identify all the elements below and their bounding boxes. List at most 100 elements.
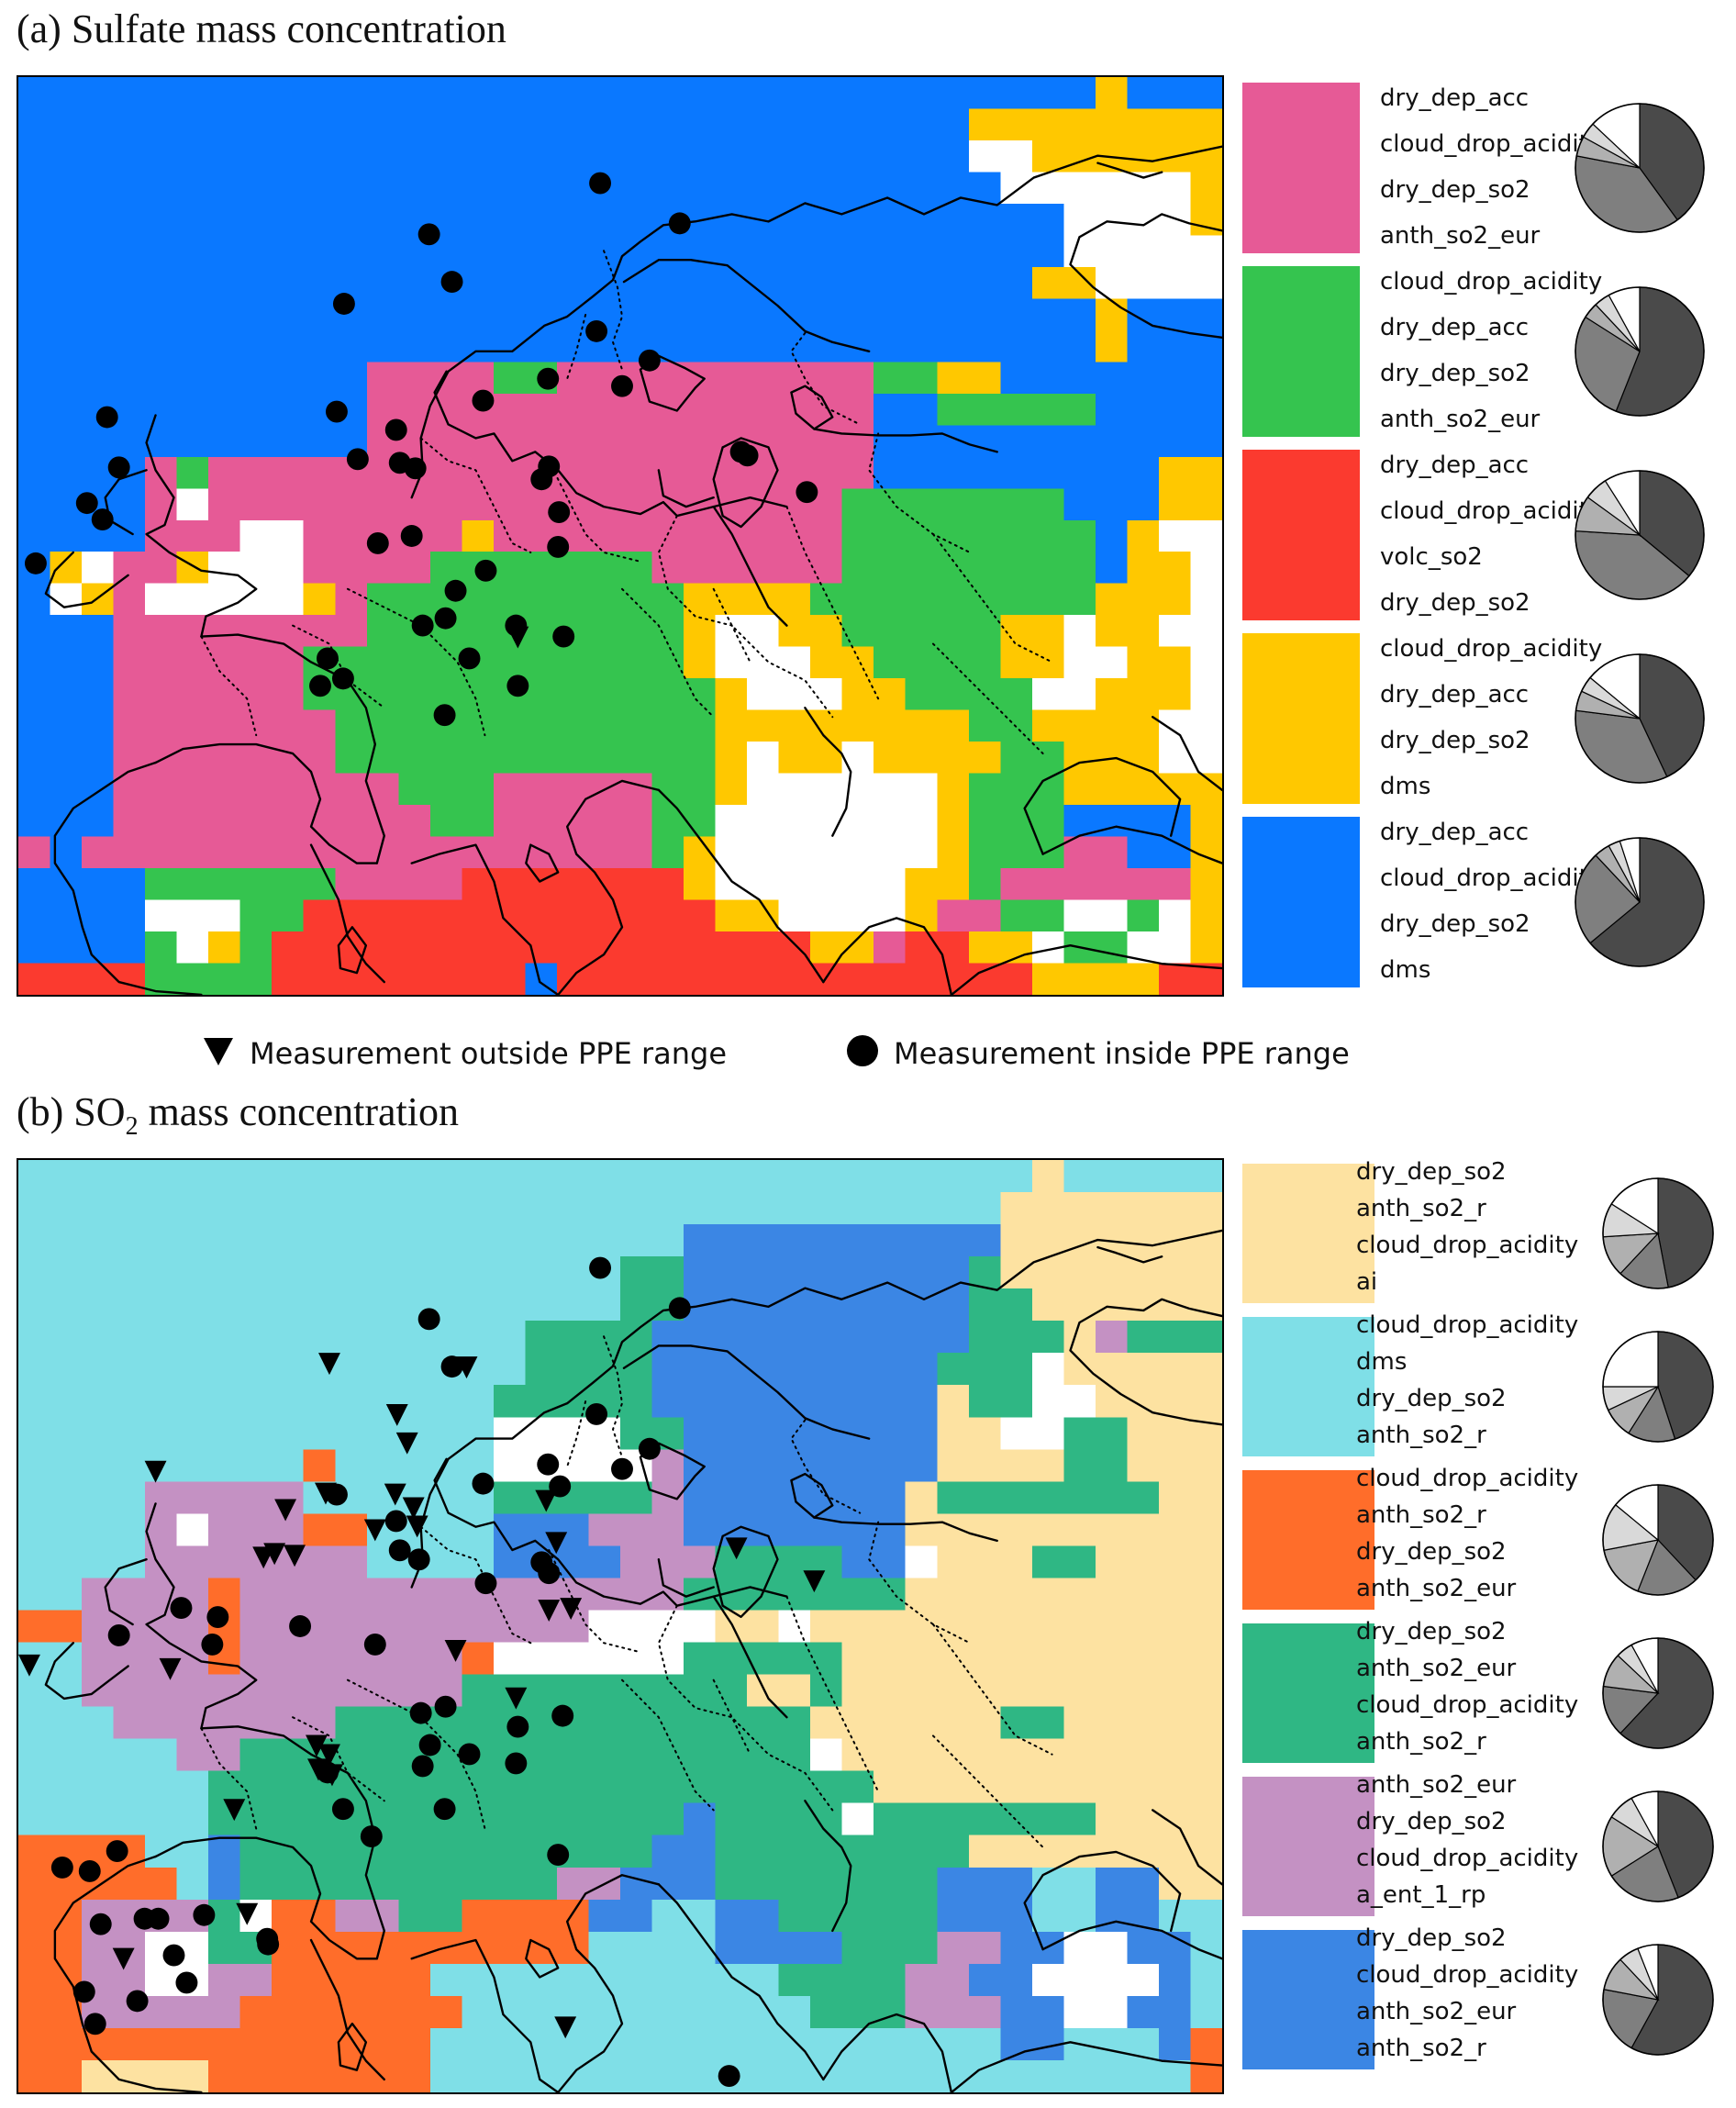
- legend-swatch: [1242, 83, 1360, 253]
- measurement-inside-marker: [388, 1539, 411, 1562]
- measurement-inside-marker: [440, 1355, 463, 1378]
- legend-swatch: [1242, 1777, 1374, 1916]
- so2-map-canvas: [18, 1160, 1222, 2092]
- legend-entry: cloud_drop_acidity dry_dep_acc dry_dep_so2…: [1242, 266, 1736, 437]
- measurement-outside-marker: [402, 1497, 425, 1520]
- measurement-inside-marker: [589, 172, 612, 195]
- legend-entry: cloud_drop_acidity dms dry_dep_so2 anth_so2…: [1242, 1311, 1736, 1456]
- legend-pie-chart: [1602, 1637, 1714, 1749]
- measurement-outside-marker: [560, 1598, 583, 1621]
- legend-label: cloud_drop_acidity: [1356, 1465, 1579, 1492]
- legend-pie-chart: [1575, 103, 1705, 233]
- legend-label: dry_dep_so2: [1356, 1158, 1507, 1186]
- measurement-inside-marker: [95, 406, 118, 429]
- measurement-inside-marker: [506, 1715, 529, 1738]
- legend-label: cloud_drop_acidity: [1380, 268, 1603, 296]
- measurement-inside-marker: [147, 1907, 170, 1930]
- measurement-inside-marker: [434, 607, 457, 630]
- legend-entry: dry_dep_acc cloud_drop_acidity volc_so2 dry…: [1242, 450, 1736, 620]
- measurement-inside-marker: [472, 1472, 495, 1495]
- legend-entry: cloud_drop_acidity dry_dep_acc dry_dep_so2…: [1242, 633, 1736, 804]
- measurement-inside-marker: [548, 501, 571, 524]
- circle-marker-icon: [847, 1035, 878, 1066]
- measurement-inside-marker: [107, 456, 130, 479]
- measurement-inside-marker: [472, 389, 495, 412]
- measurement-inside-marker: [91, 508, 114, 531]
- measurement-inside-marker: [106, 1840, 128, 1862]
- measurement-inside-marker: [317, 647, 339, 670]
- measurement-outside-marker: [159, 1657, 182, 1680]
- measurement-inside-marker: [668, 1297, 691, 1320]
- measurement-outside-marker: [803, 1570, 826, 1593]
- legend-label: dry_dep_acc: [1380, 452, 1530, 479]
- measurement-inside-marker: [107, 1624, 130, 1646]
- measurement-outside-marker: [444, 1639, 467, 1662]
- measurement-inside-marker: [257, 1933, 280, 1956]
- measurement-outside-marker: [320, 1764, 343, 1787]
- legend-label: anth_so2_r: [1356, 1501, 1486, 1529]
- legend-pie-chart: [1602, 1944, 1714, 2056]
- measurement-inside-marker: [506, 675, 529, 697]
- legend-label: dry_dep_so2: [1356, 1618, 1507, 1645]
- measurement-inside-marker: [332, 293, 355, 315]
- legend-label: a_ent_1_rp: [1356, 1881, 1486, 1909]
- measurement-outside-marker: [284, 1545, 306, 1567]
- measurement-inside-marker: [360, 1825, 383, 1848]
- legend-label: cloud_drop_acidity: [1380, 497, 1603, 525]
- legend-entry: dry_dep_so2 cloud_drop_acidity anth_so2_eu…: [1242, 1924, 1736, 2069]
- measurement-inside-marker: [309, 675, 331, 697]
- measurement-inside-marker: [638, 349, 661, 372]
- measurement-inside-marker: [50, 1857, 73, 1879]
- panel-b-title-subscript: 2: [125, 1112, 139, 1141]
- panel-b-title-suffix: mass concentration: [138, 1089, 460, 1134]
- measurement-inside-marker: [729, 441, 752, 463]
- legend-swatch: [1242, 1164, 1374, 1303]
- legend-label: dry_dep_so2: [1380, 910, 1530, 938]
- measurement-outside-marker: [307, 1758, 329, 1781]
- measurement-inside-marker: [331, 1798, 354, 1821]
- legend-label: dry_dep_so2: [1380, 176, 1530, 204]
- measurement-inside-marker: [611, 374, 633, 397]
- measurement-inside-marker: [638, 1437, 661, 1460]
- legend-label: cloud_drop_acidity: [1356, 1311, 1579, 1339]
- legend-label: dry_dep_acc: [1380, 819, 1530, 846]
- legend-swatch: [1242, 817, 1360, 987]
- legend-label: dry_dep_so2: [1356, 1385, 1507, 1412]
- measurement-outside-marker: [315, 1482, 337, 1505]
- measurement-outside-marker: [545, 1532, 568, 1555]
- measurement-inside-marker: [384, 1510, 407, 1533]
- measurement-inside-marker: [547, 1844, 570, 1866]
- measurement-inside-marker: [796, 481, 818, 504]
- legend-label: cloud_drop_acidity: [1380, 130, 1603, 158]
- legend-entry: dry_dep_acc cloud_drop_acidity dry_dep_so2…: [1242, 817, 1736, 987]
- measurement-inside-marker: [75, 492, 98, 515]
- legend-label: anth_so2_eur: [1356, 1998, 1517, 2025]
- measurement-inside-marker: [458, 647, 481, 670]
- measurement-outside-marker: [385, 1403, 408, 1426]
- measurement-outside-marker: [455, 1356, 478, 1379]
- measurement-inside-marker: [474, 1572, 497, 1595]
- panel-b-title: (b) SO2 mass concentration: [17, 1088, 459, 1142]
- legend-label: anth_so2_r: [1356, 2035, 1486, 2062]
- measurement-inside-marker: [552, 625, 575, 648]
- marker-legend-inside-label: Measurement inside PPE range: [894, 1036, 1350, 1071]
- legend-swatch: [1242, 1930, 1374, 2069]
- measurement-inside-marker: [537, 1453, 560, 1476]
- measurement-inside-marker: [201, 1633, 224, 1656]
- measurement-inside-marker: [384, 418, 407, 441]
- legend-label: anth_so2_eur: [1380, 222, 1541, 250]
- legend-label: dry_dep_so2: [1356, 1808, 1507, 1835]
- legend-label: cloud_drop_acidity: [1356, 1691, 1579, 1719]
- legend-swatch: [1242, 1317, 1374, 1456]
- legend-label: anth_so2_eur: [1356, 1575, 1517, 1602]
- measurement-outside-marker: [318, 1353, 340, 1376]
- measurement-outside-marker: [554, 2016, 577, 2039]
- measurement-outside-marker: [505, 1687, 528, 1710]
- marker-legend-outside: Measurement outside PPE range: [200, 1032, 727, 1071]
- triangle-marker-icon: [204, 1038, 233, 1065]
- legend-label: dry_dep_acc: [1380, 84, 1530, 112]
- legend-label: cloud_drop_acidity: [1380, 864, 1603, 892]
- legend-label: dry_dep_acc: [1380, 681, 1530, 708]
- legend-label: anth_so2_r: [1356, 1728, 1486, 1756]
- measurement-inside-marker: [407, 1548, 430, 1571]
